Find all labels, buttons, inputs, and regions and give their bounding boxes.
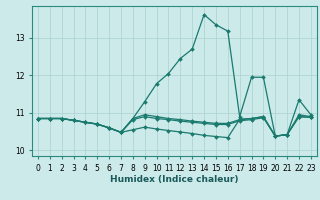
X-axis label: Humidex (Indice chaleur): Humidex (Indice chaleur)	[110, 175, 239, 184]
